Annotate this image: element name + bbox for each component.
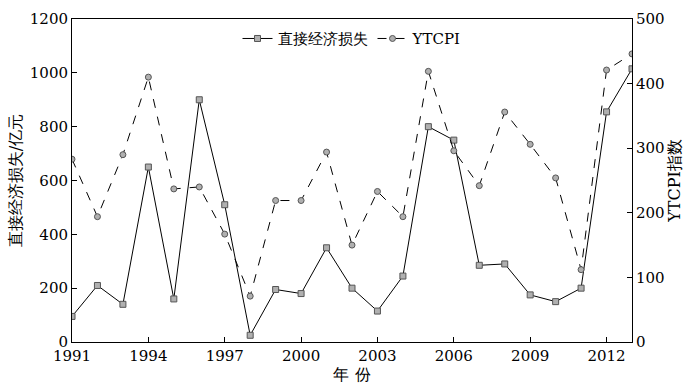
svg-text:1991: 1991 [53,347,91,365]
svg-text:年 份: 年 份 [333,365,370,384]
svg-text:400: 400 [39,226,68,244]
svg-text:2012: 2012 [587,347,625,365]
svg-text:0: 0 [58,333,68,351]
svg-text:1200: 1200 [30,10,68,28]
svg-text:200: 200 [39,279,68,297]
svg-text:800: 800 [39,118,68,136]
svg-text:1000: 1000 [30,64,68,82]
svg-text:2006: 2006 [435,347,473,365]
svg-text:400: 400 [636,75,665,93]
svg-text:YTCPI指数: YTCPI指数 [665,139,684,223]
svg-text:直接经济损失/亿元: 直接经济损失/亿元 [6,114,25,247]
svg-text:2003: 2003 [358,347,396,365]
svg-text:1997: 1997 [206,347,244,365]
svg-text:直接经济损失: 直接经济损失 [278,30,368,48]
svg-text:100: 100 [636,269,665,287]
svg-text:300: 300 [636,139,665,157]
svg-text:2009: 2009 [511,347,549,365]
svg-text:200: 200 [636,204,665,222]
svg-text:500: 500 [636,10,665,28]
svg-text:600: 600 [39,172,68,190]
svg-text:2000: 2000 [282,347,320,365]
svg-text:1994: 1994 [129,347,167,365]
svg-text:YTCPI: YTCPI [412,30,460,48]
svg-text:0: 0 [636,333,646,351]
